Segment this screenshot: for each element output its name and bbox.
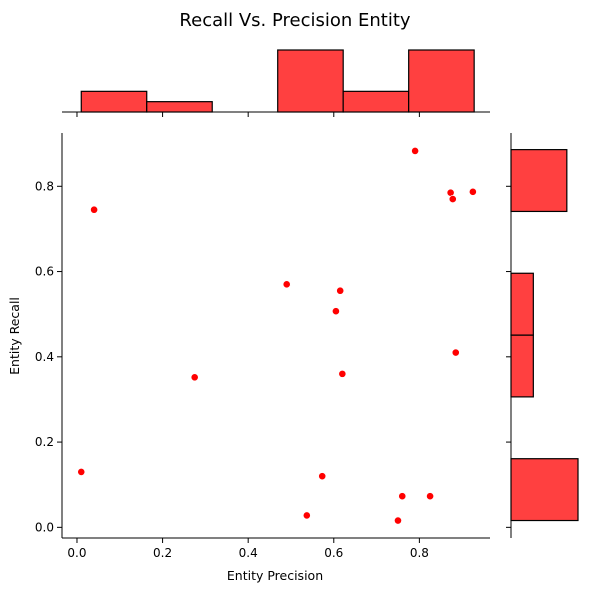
scatter-point <box>282 280 291 289</box>
scatter-point <box>338 369 347 378</box>
chart-title: Recall Vs. Precision Entity <box>179 10 410 31</box>
top-hist-bar <box>408 49 475 113</box>
y-tick-label: 0.6 <box>35 265 54 279</box>
scatter-point <box>77 468 86 476</box>
y-tick-label: 0.4 <box>35 350 54 364</box>
right-hist-bar <box>510 272 534 336</box>
right-hist-bar <box>510 149 568 213</box>
x-tick-label: 0.2 <box>153 546 172 560</box>
right-hist-bar <box>510 334 534 398</box>
y-tick-label: 0.2 <box>35 435 54 449</box>
x-tick-label: 0.0 <box>67 546 86 560</box>
scatter-point <box>90 205 98 214</box>
y-axis-label: Entity Recall <box>7 297 22 375</box>
scatter-point <box>190 373 199 382</box>
scatter-point <box>398 492 407 501</box>
x-tick-label: 0.6 <box>324 546 343 560</box>
x-tick-label: 0.8 <box>410 546 429 560</box>
scatter-point <box>394 516 402 525</box>
scatter-point <box>332 307 340 316</box>
scatter-point <box>468 187 477 196</box>
scatter-point <box>336 286 345 295</box>
top-hist-bar <box>342 90 410 113</box>
y-tick-label: 0.0 <box>35 520 54 534</box>
top-hist-bar <box>277 49 344 113</box>
joint-scatter-plot: 0.0 0.2 0.4 0.6 0.8 0.0 0.2 0.4 0.6 0.8 <box>35 133 490 560</box>
top-hist-bar <box>80 90 148 113</box>
scatter-point <box>451 348 460 357</box>
scatter-point <box>411 147 419 155</box>
x-axis-label: Entity Precision <box>227 568 323 583</box>
scatter-point <box>302 511 311 520</box>
y-tick-label: 0.8 <box>35 179 54 193</box>
top-marginal-histogram <box>62 49 490 117</box>
x-tick-label: 0.4 <box>239 546 258 560</box>
scatter-point <box>448 195 457 203</box>
scatter-point <box>318 472 327 481</box>
scatter-point <box>426 492 434 501</box>
top-hist-bar <box>146 101 213 113</box>
right-marginal-histogram <box>506 133 579 538</box>
right-hist-bar <box>510 458 579 522</box>
